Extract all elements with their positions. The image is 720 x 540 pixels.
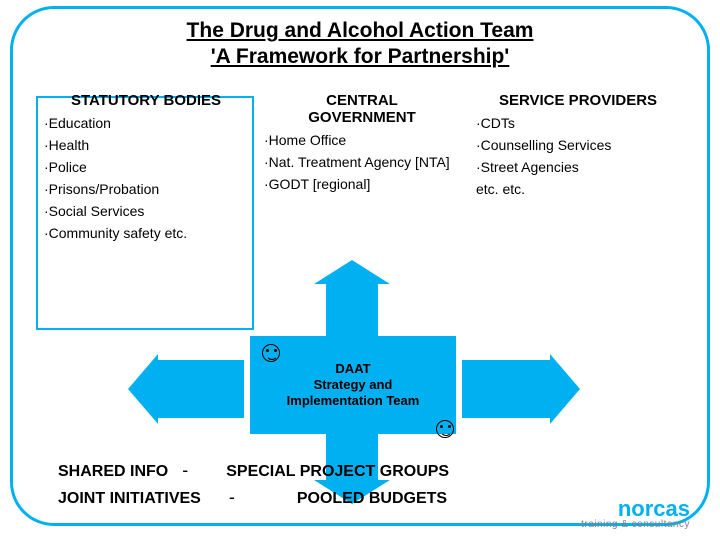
list-item: etc. etc. [476,181,680,197]
list-item: ·Community safety etc. [44,225,248,241]
column-service-providers: SERVICE PROVIDERS ·CDTs ·Counselling Ser… [470,92,686,247]
logo-text: norcas [581,499,690,519]
shared-info-label: SHARED INFO [58,463,168,481]
logo-tagline: training & consultancy [581,519,690,530]
smiley-icon [262,344,280,362]
joint-initiatives-label: JOINT INITIATIVES [58,490,201,508]
list-item: ·GODT [regional] [260,176,464,192]
list-item: ·Home Office [260,132,464,148]
column-header: SERVICE PROVIDERS [476,92,680,109]
title-line-2: 'A Framework for Partnership' [211,45,510,68]
bottom-keywords: SHARED INFO - SPECIAL PROJECT GROUPS JOI… [58,460,668,514]
three-column-area: STATUTORY BODIES ·Education ·Health ·Pol… [38,92,686,247]
separator-dash: - [229,487,235,508]
column-header: STATUTORY BODIES [44,92,248,109]
separator-dash: - [182,460,188,481]
list-item: ·Nat. Treatment Agency [NTA] [260,154,464,170]
bottom-line-1: SHARED INFO - SPECIAL PROJECT GROUPS [58,460,668,481]
daat-label: DAAT Strategy and Implementation Team [287,361,420,410]
daat-core-box: DAAT Strategy and Implementation Team [250,336,456,434]
column-statutory: STATUTORY BODIES ·Education ·Health ·Pol… [38,92,254,247]
title-line-1: The Drug and Alcohol Action Team [187,19,534,42]
column-central-gov: CENTRAL GOVERNMENT ·Home Office ·Nat. Tr… [254,92,470,247]
list-item: ·Social Services [44,203,248,219]
bottom-line-2: JOINT INITIATIVES - POOLED BUDGETS [58,487,668,508]
arrow-left-icon [156,360,244,418]
page-title: The Drug and Alcohol Action Team 'A Fram… [0,18,720,71]
list-item: ·CDTs [476,115,680,131]
list-item: ·Counselling Services [476,137,680,153]
list-item: ·Prisons/Probation [44,181,248,197]
smiley-icon [436,420,454,438]
arrow-up-icon [326,282,378,342]
list-item: ·Police [44,159,248,175]
pooled-budgets-label: POOLED BUDGETS [297,490,447,508]
list-item: ·Street Agencies [476,159,680,175]
list-item: ·Health [44,137,248,153]
special-project-groups-label: SPECIAL PROJECT GROUPS [226,463,449,481]
column-header: CENTRAL GOVERNMENT [260,92,464,126]
norcas-logo: norcas training & consultancy [581,499,690,530]
daat-cross-arrows: DAAT Strategy and Implementation Team [250,330,456,442]
arrow-right-icon [462,360,552,418]
list-item: ·Education [44,115,248,131]
